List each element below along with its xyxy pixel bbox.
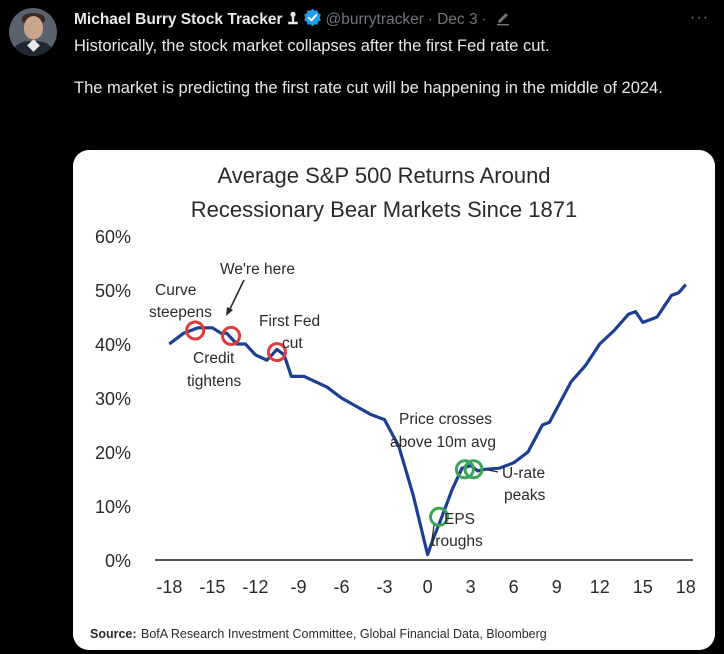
verified-badge-icon bbox=[303, 8, 322, 32]
annotation-first-fed: First Fed bbox=[259, 313, 320, 330]
avatar-face bbox=[24, 16, 43, 39]
event-marker bbox=[185, 320, 206, 341]
author-handle[interactable]: @burrytracker bbox=[325, 11, 424, 28]
author-avatar[interactable] bbox=[9, 8, 57, 56]
annotation-price-crosses: Price crosses bbox=[399, 411, 492, 428]
eps-pointer-line bbox=[431, 524, 435, 541]
annotation-we-are-here: We're here bbox=[220, 261, 295, 278]
x-tick-label: 12 bbox=[590, 577, 610, 597]
x-tick-label: -3 bbox=[377, 577, 393, 597]
series-line bbox=[168, 283, 688, 557]
lock-person-icon bbox=[287, 11, 299, 30]
event-marker bbox=[221, 325, 242, 346]
tweet-header: Michael Burry Stock Tracker @burrytracke… bbox=[74, 8, 511, 32]
separator-dot: · bbox=[481, 11, 487, 28]
annotation-curve: Curve bbox=[155, 282, 196, 299]
x-tick-label: -9 bbox=[290, 577, 306, 597]
y-tick-label: 10% bbox=[95, 497, 131, 517]
x-tick-label: -15 bbox=[199, 577, 225, 597]
x-tick-label: -12 bbox=[242, 577, 268, 597]
edit-pencil-icon[interactable] bbox=[495, 10, 511, 31]
more-options-button[interactable]: ··· bbox=[690, 9, 709, 26]
attached-chart-image[interactable]: Average S&P 500 Returns Around Recession… bbox=[73, 150, 715, 650]
y-tick-label: 0% bbox=[105, 551, 131, 571]
tweet-text-paragraph-1: Historically, the stock market collapses… bbox=[74, 37, 550, 55]
annotation-u-rate: U-rate bbox=[502, 465, 545, 482]
x-tick-label: 15 bbox=[633, 577, 653, 597]
separator-dot: · bbox=[427, 11, 434, 28]
event-marker bbox=[266, 342, 287, 363]
x-tick-label: -6 bbox=[333, 577, 349, 597]
x-tick-label: -18 bbox=[156, 577, 182, 597]
source-text: BofA Research Investment Committee, Glob… bbox=[141, 627, 547, 641]
author-name[interactable]: Michael Burry Stock Tracker bbox=[74, 11, 283, 28]
u-rate-pointer-line bbox=[487, 469, 499, 473]
annotation-tightens: tightens bbox=[187, 373, 242, 390]
annotation-credit: Credit bbox=[193, 350, 235, 367]
annotation-above-10m: above 10m avg bbox=[390, 434, 496, 451]
tweet-date[interactable]: Dec 3 bbox=[437, 11, 478, 28]
chart-title-line-1: Average S&P 500 Returns Around bbox=[217, 163, 550, 188]
y-tick-label: 50% bbox=[95, 281, 131, 301]
chart-svg: Average S&P 500 Returns Around Recession… bbox=[90, 163, 696, 641]
y-tick-label: 30% bbox=[95, 389, 131, 409]
we-are-here-arrowhead bbox=[226, 307, 233, 316]
annotation-cut: cut bbox=[282, 335, 303, 352]
annotation-eps: EPS bbox=[444, 511, 475, 528]
x-tick-label: 18 bbox=[676, 577, 696, 597]
annotation-peaks: peaks bbox=[504, 487, 546, 504]
annotation-steepens: steepens bbox=[149, 304, 212, 321]
x-tick-label: 3 bbox=[466, 577, 476, 597]
y-tick-label: 20% bbox=[95, 443, 131, 463]
y-tick-label: 40% bbox=[95, 335, 131, 355]
event-marker bbox=[429, 506, 450, 527]
tweet-text: Historically, the stock market collapses… bbox=[74, 36, 719, 99]
x-tick-label: 9 bbox=[552, 577, 562, 597]
chart-title-line-2: Recessionary Bear Markets Since 1871 bbox=[191, 197, 577, 222]
source-label: Source: bbox=[90, 627, 137, 641]
event-marker bbox=[454, 459, 475, 480]
x-tick-label: 0 bbox=[423, 577, 433, 597]
y-tick-label: 60% bbox=[95, 227, 131, 247]
x-tick-label: 6 bbox=[509, 577, 519, 597]
annotation-troughs: troughs bbox=[431, 533, 483, 550]
event-marker bbox=[463, 459, 484, 480]
tweet-text-paragraph-2: The market is predicting the first rate … bbox=[74, 79, 663, 97]
we-are-here-arrow bbox=[228, 279, 245, 312]
